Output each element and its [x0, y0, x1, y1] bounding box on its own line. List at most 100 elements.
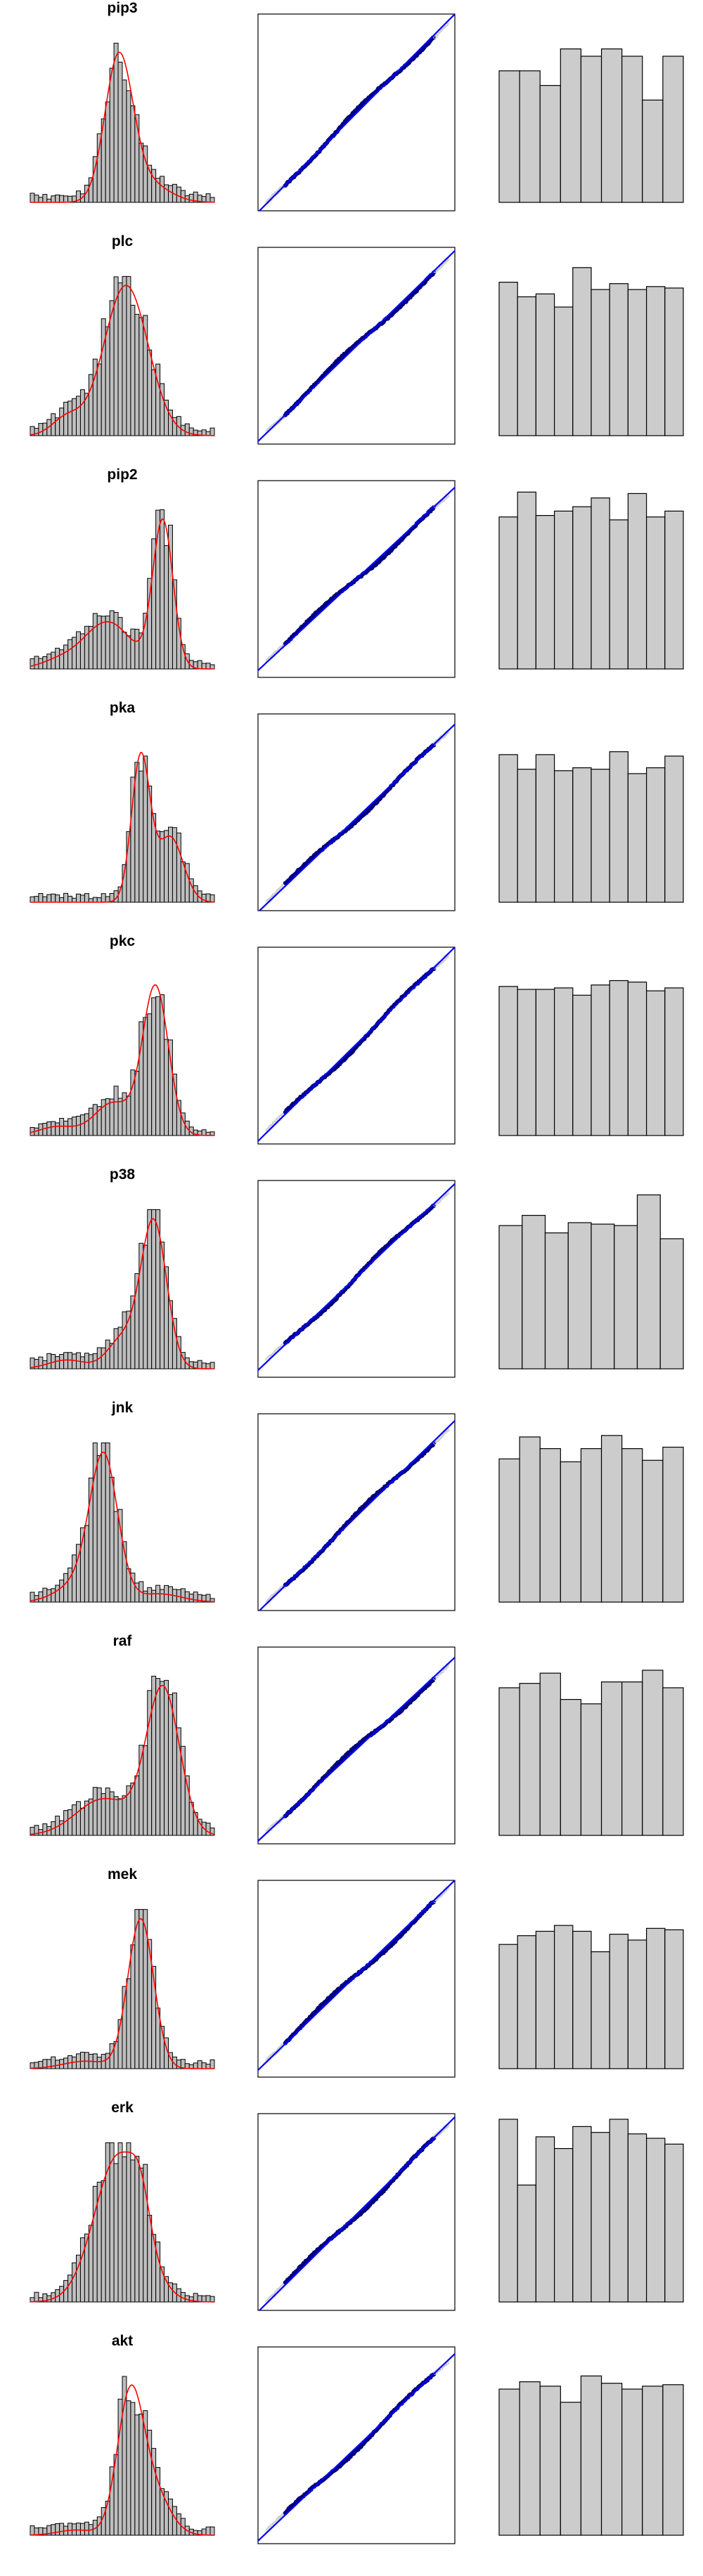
histogram-bar [143, 1244, 148, 1370]
rank-bar [519, 2381, 541, 2536]
histogram-bar [34, 896, 39, 903]
histogram-bar [76, 2523, 81, 2536]
qq-reference-line [258, 249, 455, 443]
histogram-bar [130, 1944, 136, 2069]
histogram-bar [46, 894, 52, 903]
histogram-bar [151, 1675, 157, 1836]
rank-bar [621, 1448, 643, 1603]
rank-bar [591, 1223, 615, 1370]
histogram-title: pip3 [107, 0, 137, 16]
rank-bar [645, 286, 666, 436]
histogram-bar [164, 830, 169, 903]
histogram-bar [205, 1363, 211, 1370]
histogram-bar [134, 1775, 140, 1836]
histogram-bar [209, 427, 215, 436]
rank-bar [600, 1435, 623, 1603]
histogram-bar [168, 2498, 173, 2536]
histogram-bar [46, 1353, 52, 1370]
histogram-bar [151, 369, 157, 436]
histogram-bar [164, 1266, 169, 1370]
histogram-bar [193, 1812, 198, 1836]
histogram-bar [138, 2167, 144, 2303]
histogram-pip3: pip3 [30, 0, 215, 203]
histogram-bar [134, 2156, 140, 2303]
histogram-bar [160, 1589, 165, 1603]
rank-bar [572, 506, 592, 670]
histogram-bar [84, 2233, 89, 2303]
histogram-bar [105, 1339, 110, 1370]
histogram-raf: raf [30, 1633, 215, 1836]
rank-histogram-plc [498, 267, 684, 436]
rank-bar [498, 754, 518, 903]
histogram-bar [84, 1353, 89, 1370]
histogram-bar [101, 1347, 106, 1370]
histogram-bar [188, 193, 194, 203]
histogram-bar [63, 401, 69, 436]
histogram-bar [201, 1362, 207, 1370]
histogram-bar [168, 826, 173, 903]
histogram-bar [109, 610, 115, 670]
rank-bar [553, 306, 574, 436]
rank-histogram-pip3 [498, 48, 684, 203]
qq-plot-p38 [257, 1180, 456, 1378]
rank-bar [517, 491, 537, 670]
histogram-bar [134, 313, 140, 436]
qq-point [277, 1819, 281, 1824]
histogram-bar [59, 1118, 65, 1136]
histogram-bar [38, 423, 44, 436]
rank-bar [580, 1703, 602, 1836]
rank-bar [535, 293, 555, 436]
histogram-bar [117, 1798, 123, 1836]
rank-bar [560, 1698, 582, 1836]
qq-plot-pip2 [257, 480, 456, 678]
density-curve [30, 751, 215, 903]
rank-bar [664, 287, 684, 436]
histogram-pkc: pkc [30, 933, 215, 1136]
histogram-bar [101, 616, 106, 670]
qq-point [437, 737, 441, 742]
rank-bar [627, 773, 647, 903]
histogram-bar [201, 663, 207, 670]
histogram-bar [59, 2523, 65, 2536]
density-curve [30, 984, 214, 1136]
histogram-bar [30, 2525, 35, 2536]
histogram-bar [72, 1353, 77, 1370]
histogram-bar [63, 892, 69, 903]
histogram-bar [72, 2262, 77, 2303]
histogram-bar [172, 2506, 177, 2536]
qq-plot-pkc [257, 947, 456, 1145]
histogram-bar [155, 363, 161, 436]
histogram-bar [76, 631, 81, 670]
qq-plot-akt [257, 2346, 456, 2544]
rank-bar [591, 984, 610, 1136]
histogram-bar [105, 616, 110, 670]
rank-histogram-akt [498, 2375, 684, 2536]
row-pip2: pip2 [30, 467, 684, 678]
rank-bar [580, 1448, 602, 1603]
histogram-bar [92, 1104, 98, 1136]
rank-bar [535, 1930, 555, 2069]
histogram-bar [88, 2225, 93, 2303]
qq-reference-line [258, 486, 455, 672]
histogram-bar [134, 2414, 140, 2536]
qq-plot-plc [257, 247, 456, 445]
histogram-bar [109, 300, 115, 436]
qq-reference-line [258, 947, 455, 1143]
rank-bar [553, 1925, 574, 2069]
histogram-bar [30, 193, 35, 203]
row-p38: p38 [30, 1166, 684, 1378]
histogram-bar [151, 997, 157, 1136]
histogram-bar [34, 2291, 39, 2303]
histogram-bar [101, 1793, 106, 1836]
histogram-bar [101, 893, 106, 903]
histogram-bar [88, 1798, 93, 1836]
histogram-bar [209, 894, 215, 903]
histogram-bar [164, 399, 169, 436]
density-curve [30, 285, 215, 436]
rank-bar [580, 2375, 602, 2536]
histogram-bar [138, 770, 144, 903]
histogram-bar [151, 538, 157, 670]
rank-bar [664, 755, 684, 903]
histogram-title: jnk [111, 1400, 134, 1416]
histogram-bar [134, 629, 140, 670]
